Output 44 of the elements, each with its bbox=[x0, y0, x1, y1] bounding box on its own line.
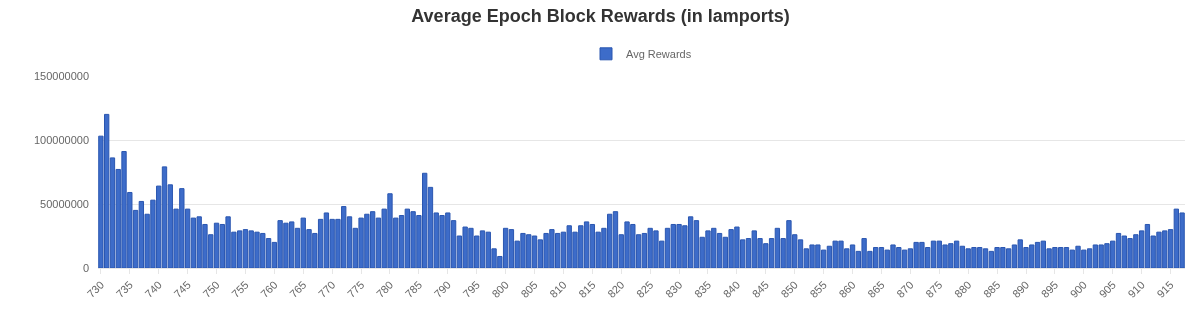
x-tick-label: 795 bbox=[460, 278, 483, 300]
x-tick-label: 805 bbox=[518, 278, 540, 300]
legend-label: Avg Rewards bbox=[626, 48, 692, 61]
x-tick-label: 855 bbox=[807, 278, 829, 300]
x-tick-label: 750 bbox=[200, 278, 222, 300]
x-tick-label: 740 bbox=[142, 278, 165, 300]
x-tick-label: 850 bbox=[778, 278, 801, 300]
x-tick-label: 840 bbox=[720, 278, 743, 300]
x-tick-label: 835 bbox=[691, 278, 714, 300]
x-tick-label: 900 bbox=[1067, 278, 1090, 300]
x-tick-label: 830 bbox=[662, 278, 685, 300]
x-tick-label: 880 bbox=[952, 278, 974, 300]
y-tick-label: 0 bbox=[82, 261, 89, 274]
x-tick-label: 730 bbox=[84, 278, 107, 300]
x-tick-label: 800 bbox=[489, 278, 511, 300]
y-tick-label: 150000000 bbox=[33, 69, 89, 82]
x-tick-label: 825 bbox=[634, 278, 656, 300]
x-tick-label: 745 bbox=[171, 278, 193, 300]
x-tick-label: 875 bbox=[923, 278, 945, 300]
x-tick-label: 735 bbox=[113, 278, 136, 300]
x-tick-label: 895 bbox=[1038, 278, 1061, 300]
x-tick-label: 810 bbox=[547, 278, 569, 300]
x-tick-label: 890 bbox=[1009, 278, 1032, 300]
x-tick-label: 845 bbox=[749, 278, 772, 300]
x-tick-label: 775 bbox=[344, 278, 367, 300]
x-tick-label: 885 bbox=[980, 278, 1003, 300]
x-tick-label: 860 bbox=[836, 278, 858, 300]
x-tick-label: 785 bbox=[402, 278, 425, 300]
x-tick-label: 790 bbox=[431, 278, 454, 300]
x-tick-label: 760 bbox=[258, 278, 280, 300]
x-tick-label: 780 bbox=[373, 278, 396, 300]
x-tick-label: 910 bbox=[1125, 278, 1147, 300]
x-tick-label: 865 bbox=[865, 278, 887, 300]
y-tick-label: 50000000 bbox=[40, 197, 89, 210]
chart-title: Average Epoch Block Rewards (in lamports) bbox=[411, 6, 790, 27]
x-tick-label: 820 bbox=[605, 278, 627, 300]
x-tick-label: 815 bbox=[576, 278, 598, 300]
x-tick-label: 915 bbox=[1154, 278, 1176, 300]
x-tick-label: 755 bbox=[229, 278, 251, 300]
x-tick-label: 770 bbox=[316, 278, 338, 300]
x-tick-label: 765 bbox=[287, 278, 309, 300]
x-tick-label: 870 bbox=[894, 278, 916, 300]
y-tick-label: 100000000 bbox=[33, 133, 89, 146]
x-tick-label: 905 bbox=[1096, 278, 1119, 300]
